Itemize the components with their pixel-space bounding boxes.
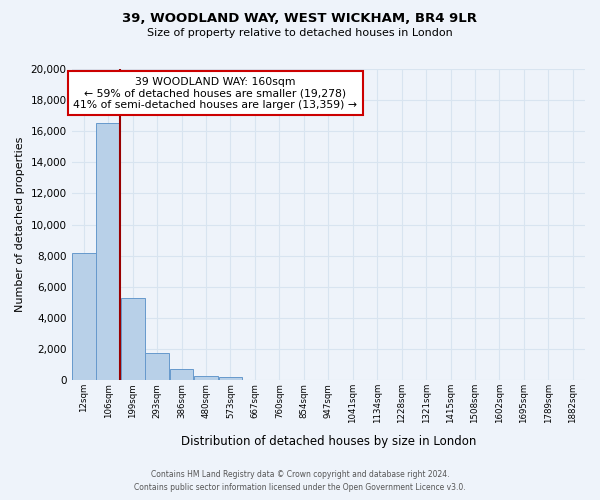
Y-axis label: Number of detached properties: Number of detached properties <box>15 137 25 312</box>
Bar <box>145 353 169 380</box>
Bar <box>170 368 193 380</box>
Bar <box>97 124 120 380</box>
Bar <box>218 377 242 380</box>
Bar <box>121 298 145 380</box>
Text: 39, WOODLAND WAY, WEST WICKHAM, BR4 9LR: 39, WOODLAND WAY, WEST WICKHAM, BR4 9LR <box>122 12 478 26</box>
Text: 39 WOODLAND WAY: 160sqm
← 59% of detached houses are smaller (19,278)
41% of sem: 39 WOODLAND WAY: 160sqm ← 59% of detache… <box>73 77 358 110</box>
Bar <box>194 376 218 380</box>
Bar <box>72 252 95 380</box>
Text: Contains HM Land Registry data © Crown copyright and database right 2024.
Contai: Contains HM Land Registry data © Crown c… <box>134 470 466 492</box>
X-axis label: Distribution of detached houses by size in London: Distribution of detached houses by size … <box>181 434 476 448</box>
Text: Size of property relative to detached houses in London: Size of property relative to detached ho… <box>147 28 453 38</box>
